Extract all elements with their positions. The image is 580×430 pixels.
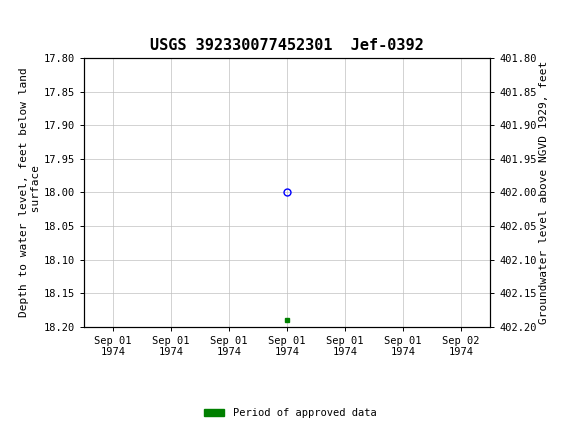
Y-axis label: Groundwater level above NGVD 1929, feet: Groundwater level above NGVD 1929, feet xyxy=(539,61,549,324)
Legend: Period of approved data: Period of approved data xyxy=(200,404,380,423)
Title: USGS 392330077452301  Jef-0392: USGS 392330077452301 Jef-0392 xyxy=(150,38,424,53)
Y-axis label: Depth to water level, feet below land
 surface: Depth to water level, feet below land su… xyxy=(20,68,41,317)
Text: USGS: USGS xyxy=(38,15,93,33)
